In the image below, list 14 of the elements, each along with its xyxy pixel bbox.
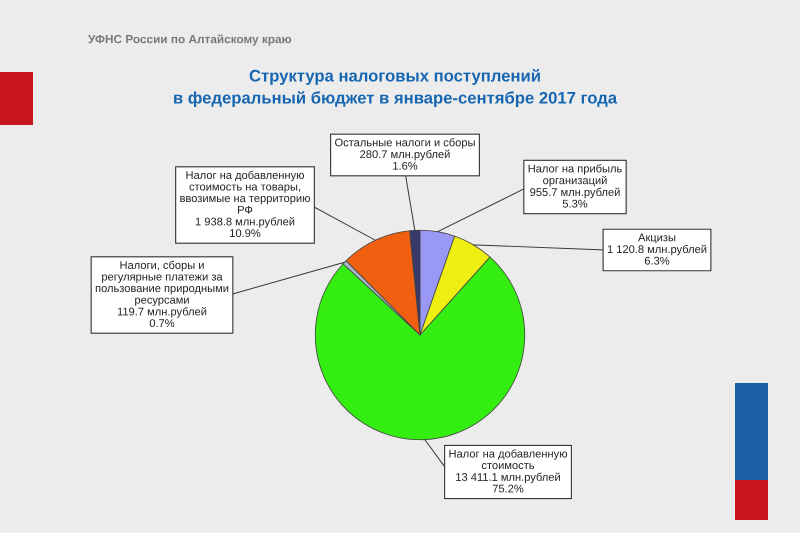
slice-label: Акцизы: [638, 234, 676, 244]
slice-label: Налог на добавленную стоимость: [449, 449, 568, 470]
data-label: 955.7 млн.рублей 5.3%: [530, 188, 620, 208]
slice-label: Налог на добавленную стоимость на товары, ввозимые на территорию РФ: [180, 170, 310, 214]
text: УФНС России по Алтайскому краю: [88, 34, 292, 46]
data-label: 1 120.8 млн.рублей 6.3%: [608, 244, 706, 265]
data-label: 13 411.1 млн.рублей 75.2%: [456, 472, 560, 492]
slice-label: Остальные налоги и сборы: [335, 138, 475, 149]
data-label: 119.7 млн.рублей 0.7%: [118, 307, 206, 328]
chart-title: Структура налоговых поступлений в федеральный бюджет в январе-сентябре 2017 года: [174, 69, 618, 107]
slice-label: Налоги, сборы и регулярные платежи за пользование природными ресурсами: [96, 260, 228, 306]
slice-label: Налог на прибыль организаций: [528, 164, 622, 186]
data-label: 280.7 млн.рублей 1.6%: [360, 150, 450, 170]
data-label: 1 938.8 млн.рублей 10.9%: [196, 217, 294, 238]
